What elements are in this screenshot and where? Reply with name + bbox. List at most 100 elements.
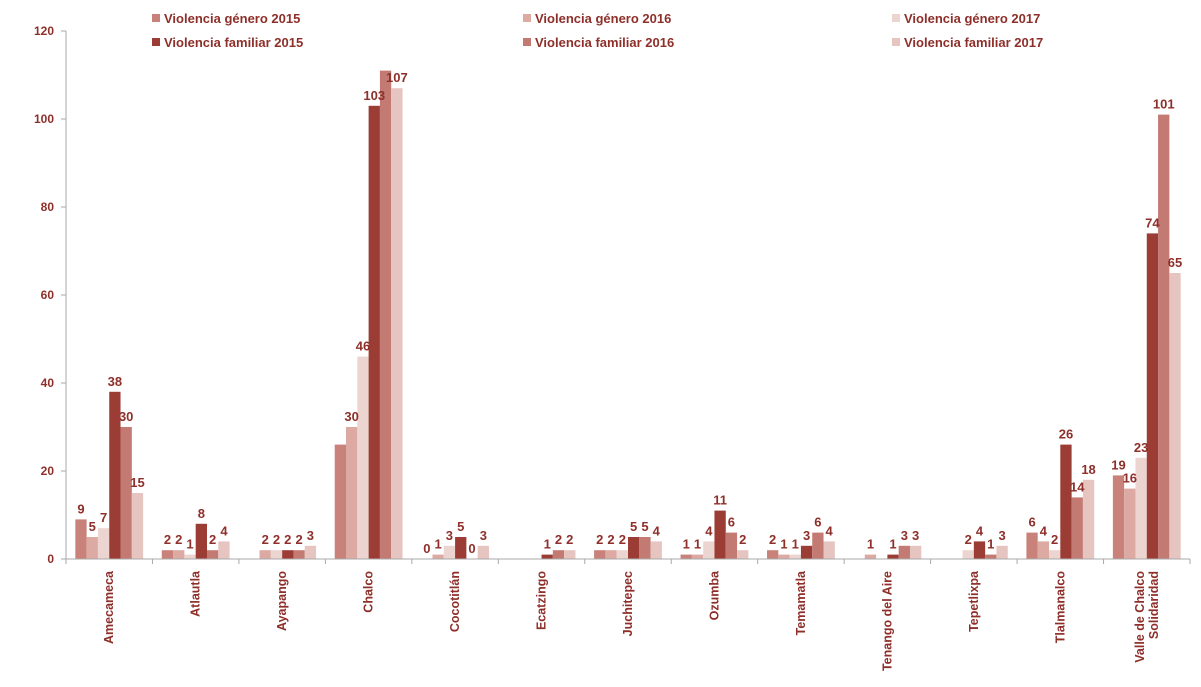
bar [443, 545, 456, 559]
bar [477, 545, 489, 559]
data-label: 1 [780, 537, 787, 552]
x-category-label: Valle de Chalco [1133, 571, 1147, 663]
bar [737, 550, 749, 559]
data-label: 2 [555, 532, 562, 547]
bar [97, 528, 110, 559]
legend-swatch [523, 38, 531, 46]
bar [195, 523, 207, 559]
bar [628, 537, 640, 559]
y-tick-label: 100 [34, 112, 54, 126]
data-label: 4 [976, 523, 984, 538]
bar [86, 537, 98, 559]
x-category-label: Cocotitlán [448, 571, 462, 632]
data-label: 16 [1123, 471, 1137, 486]
bar [680, 554, 692, 559]
data-label: 1 [987, 537, 994, 552]
bar [1049, 550, 1061, 559]
data-label: 0 [423, 541, 430, 556]
x-category-label: Atlautla [189, 570, 203, 617]
data-label: 6 [814, 515, 821, 530]
data-label: 2 [164, 532, 171, 547]
bar [605, 550, 617, 559]
legend-label: Violencia género 2015 [164, 11, 300, 26]
legend-swatch [892, 14, 900, 22]
data-label: 3 [901, 528, 908, 543]
data-label: 103 [363, 88, 385, 103]
bar [962, 550, 974, 559]
bar [985, 554, 997, 559]
data-label: 9 [77, 501, 84, 516]
data-label: 4 [653, 523, 661, 538]
bar [616, 550, 628, 559]
data-label: 6 [1028, 515, 1035, 530]
data-label: 5 [630, 519, 637, 534]
legend-swatch [152, 38, 160, 46]
data-label: 3 [480, 528, 487, 543]
data-label: 4 [705, 523, 713, 538]
data-label: 2 [739, 532, 746, 547]
legend-label: Violencia familiar 2016 [535, 35, 674, 50]
data-label: 1 [435, 537, 442, 552]
bar [812, 532, 824, 559]
data-label: 18 [1081, 462, 1095, 477]
legend-label: Violencia familiar 2017 [904, 35, 1043, 50]
bar [552, 550, 565, 559]
bar [455, 537, 467, 559]
data-label: 8 [198, 506, 205, 521]
x-axis: Amecameca Atlautla Ayapango Chalco Cocotitlá… [65, 558, 1191, 671]
x-category-label: Ozumba [707, 570, 721, 620]
data-label: 74 [1145, 215, 1160, 230]
bar [131, 493, 144, 559]
data-label: 3 [912, 528, 919, 543]
data-label: 7 [100, 510, 107, 525]
legend-swatch [892, 38, 900, 46]
bar [996, 545, 1008, 559]
bar [714, 510, 726, 559]
bar [270, 550, 283, 559]
data-label: 14 [1070, 479, 1085, 494]
x-category-label: Tlalmanalco [1053, 571, 1067, 644]
bar [120, 427, 132, 559]
bar [800, 545, 813, 559]
bar [1146, 233, 1159, 559]
bar [1082, 479, 1095, 559]
x-category-label: Ecatzingo [535, 571, 549, 630]
bar [109, 391, 121, 559]
bar [432, 554, 444, 559]
legend-label: Violencia familiar 2015 [164, 35, 303, 50]
bar [1071, 497, 1083, 559]
bar [161, 550, 174, 559]
x-category-label: Tepetlixpa [967, 570, 981, 632]
data-label: 2 [295, 532, 302, 547]
data-label: 2 [619, 532, 626, 547]
bar [725, 532, 738, 559]
data-label: 1 [683, 537, 690, 552]
data-label: 15 [130, 475, 144, 490]
data-label: 23 [1134, 440, 1148, 455]
bar [767, 550, 779, 559]
data-label: 2 [262, 532, 269, 547]
data-label: 30 [119, 409, 133, 424]
data-label: 107 [386, 70, 408, 85]
data-label: 2 [1051, 532, 1058, 547]
bar [1169, 273, 1181, 559]
y-axis: 0 20 40 60 80 100 120 [34, 24, 67, 566]
data-label: 3 [998, 528, 1005, 543]
bar [304, 545, 317, 559]
bar [898, 545, 910, 559]
bar [1026, 532, 1038, 559]
x-category-label: Ayapango [275, 571, 289, 631]
bar [594, 550, 606, 559]
data-label: 19 [1111, 457, 1125, 472]
data-label: 2 [965, 532, 972, 547]
legend: Violencia género 2015 Violencia género 20… [152, 11, 1043, 50]
legend-label: Violencia género 2017 [904, 11, 1040, 26]
y-tick-label: 40 [41, 376, 55, 390]
bars-group [75, 70, 1181, 560]
bar [173, 550, 185, 559]
data-label: 101 [1153, 97, 1175, 112]
data-label: 2 [769, 532, 776, 547]
x-category-label: Solidaridad [1147, 571, 1161, 639]
data-label: 11 [713, 493, 727, 508]
data-label: 1 [544, 537, 551, 552]
